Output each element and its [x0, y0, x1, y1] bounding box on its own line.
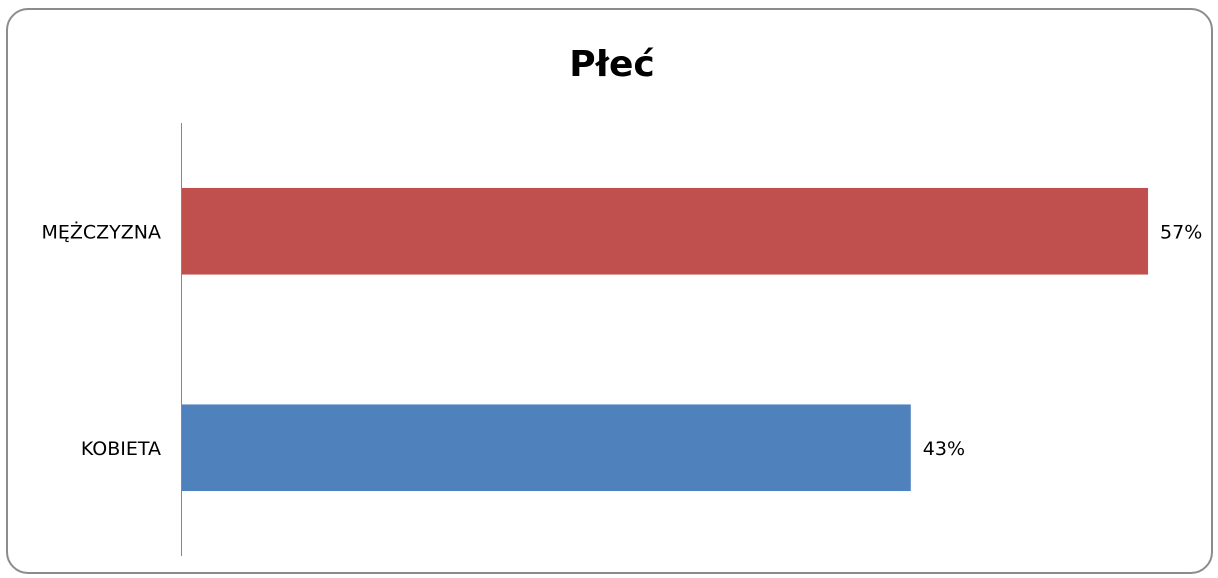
bar-1 [182, 187, 1149, 275]
data-label-1: 57% [1160, 221, 1202, 243]
data-label-2: 43% [923, 438, 965, 460]
category-label-1: MĘŻCZYZNA [41, 220, 161, 243]
chart-title: Płeć [569, 44, 655, 85]
bar-2 [182, 404, 911, 492]
bars-layer: MĘŻCZYZNA 57% KOBIETA 43% [41, 187, 1202, 492]
category-label-2: KOBIETA [81, 438, 161, 460]
